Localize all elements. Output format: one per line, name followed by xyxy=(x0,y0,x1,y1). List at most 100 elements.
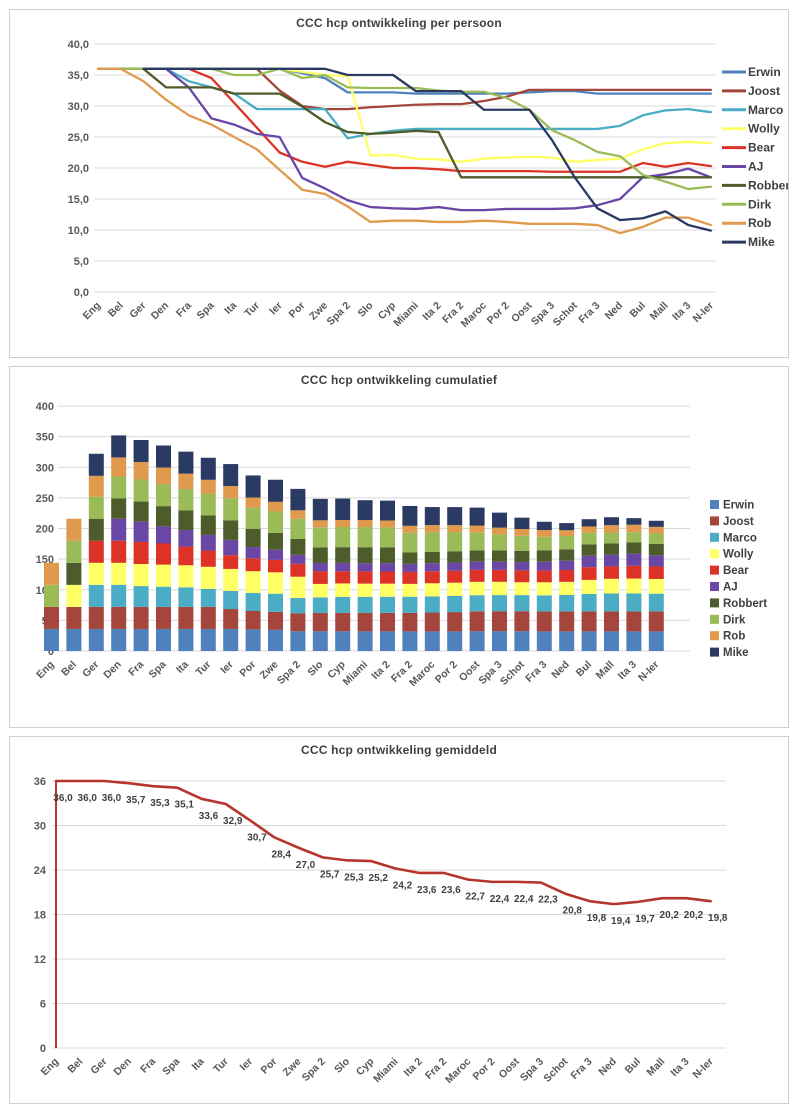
bar-segment-dirk xyxy=(268,511,283,533)
bar-segment-bear xyxy=(559,569,575,582)
bar-segment-dirk xyxy=(111,476,127,499)
y-tick-label: 250 xyxy=(36,493,54,505)
bar-segment-erwin xyxy=(111,628,127,651)
x-tick-label: Ned xyxy=(596,1056,619,1079)
bar-segment-joost xyxy=(402,612,418,632)
bar-segment-erwin xyxy=(581,631,597,651)
bar-segment-mike xyxy=(424,507,440,526)
y-tick-label: 350 xyxy=(36,432,54,444)
bar-segment-wolly xyxy=(559,581,575,596)
legend-label-mike: Mike xyxy=(723,647,749,659)
legend-swatch-rob xyxy=(710,631,719,641)
bar-segment-robbert xyxy=(469,550,485,562)
bar-segment-aj xyxy=(357,563,373,572)
x-tick-label: Fra xyxy=(138,1056,158,1076)
bar-segment-aj xyxy=(290,554,306,564)
bar-segment-dirk xyxy=(44,584,59,607)
bar-segment-rob xyxy=(447,525,463,533)
bar-segment-bear xyxy=(581,567,597,580)
bar-segment-robbert xyxy=(492,550,507,562)
bar-segment-robbert xyxy=(290,538,306,555)
bar-segment-mike xyxy=(559,523,575,531)
data-label: 36,0 xyxy=(102,793,122,804)
bar-segment-joost xyxy=(514,611,530,632)
bar-segment-joost xyxy=(492,611,507,632)
bar-segment-bear xyxy=(424,571,440,584)
legend-label-joost: Joost xyxy=(748,84,780,98)
bar-segment-dirk xyxy=(290,518,306,539)
bar-segment-marco xyxy=(200,588,216,607)
bar-segment-robbert xyxy=(357,547,373,564)
bar-segment-joost xyxy=(469,611,485,632)
bar-segment-dirk xyxy=(536,536,552,551)
legend-swatch-dirk xyxy=(710,614,719,624)
bar-segment-marco xyxy=(604,593,619,612)
bar-segment-marco xyxy=(648,593,664,612)
bar-segment-aj xyxy=(626,553,642,566)
cumulatief-plot-area: 400350300250200150100500EngBelGerDenFraS… xyxy=(34,401,767,689)
x-tick-label: Slo xyxy=(355,300,375,320)
y-tick-label: 20,0 xyxy=(68,163,89,175)
data-label: 22,7 xyxy=(466,892,486,903)
bar-segment-marco xyxy=(88,584,104,607)
bar-segment-dirk xyxy=(581,532,597,545)
bar-segment-rob xyxy=(111,457,127,477)
bar-segment-joost xyxy=(357,612,373,632)
data-label: 19,4 xyxy=(611,916,631,927)
bar-segment-aj xyxy=(312,562,328,572)
bar-segment-bear xyxy=(402,571,418,584)
x-tick-label: Spa xyxy=(195,300,217,322)
legend-label-joost: Joost xyxy=(723,516,754,528)
bar-segment-wolly xyxy=(648,578,664,594)
bar-segment-wolly xyxy=(536,582,552,596)
y-tick-label: 6 xyxy=(40,999,46,1011)
bar-segment-marco xyxy=(111,584,127,607)
bar-segment-erwin xyxy=(648,631,664,651)
x-tick-label: Spa 3 xyxy=(518,1056,546,1084)
data-label: 35,1 xyxy=(175,800,195,811)
bar-segment-bear xyxy=(133,541,149,565)
bar-segment-robbert xyxy=(223,520,239,540)
x-tick-label: Ger xyxy=(80,659,101,680)
bar-segment-mike xyxy=(88,453,104,476)
x-tick-label: Por xyxy=(237,659,258,680)
bar-segment-robbert xyxy=(402,552,418,564)
bar-segment-rob xyxy=(648,526,664,534)
x-tick-label: Spa 2 xyxy=(275,659,303,687)
chart-panel-per-persoon: CCC hcp ontwikkeling per persoon 40,0 35,… xyxy=(9,9,789,358)
bar-segment-robbert xyxy=(604,543,619,555)
bar-segment-robbert xyxy=(536,550,552,562)
bar-segment-marco xyxy=(290,598,306,614)
bar-segment-marco xyxy=(469,595,485,612)
bar-segment-marco xyxy=(626,593,642,612)
bar-segment-joost xyxy=(559,611,575,632)
x-tick-label: Ita 3 xyxy=(668,1056,691,1079)
data-label: 20,2 xyxy=(684,910,704,921)
x-tick-label: Bel xyxy=(106,300,126,320)
bar-segment-mike xyxy=(268,479,283,502)
bar-segment-joost xyxy=(424,612,440,632)
x-tick-label: Fra xyxy=(174,300,194,320)
bar-segment-dirk xyxy=(335,527,351,548)
bar-segment-erwin xyxy=(178,628,194,651)
data-label: 20,2 xyxy=(660,910,680,921)
bar-segment-bear xyxy=(447,570,463,583)
legend-label-marco: Marco xyxy=(748,103,783,117)
bar-segment-aj xyxy=(223,539,239,556)
bar-segment-joost xyxy=(200,606,216,629)
y-tick-label: 18 xyxy=(34,910,46,922)
bar-segment-rob xyxy=(492,527,507,535)
bar-segment-rob xyxy=(604,525,619,533)
bar-segment-bear xyxy=(111,540,127,563)
x-tick-label: Den xyxy=(101,659,124,682)
bar-segment-bear xyxy=(604,566,619,579)
legend-label-mike: Mike xyxy=(748,235,775,249)
bar-segment-mike xyxy=(604,517,619,526)
bar-segment-erwin xyxy=(514,631,530,651)
bar-segment-aj xyxy=(492,561,507,570)
legend-label-bear: Bear xyxy=(723,565,749,577)
bar-segment-rob xyxy=(424,525,440,533)
bar-segment-mike xyxy=(357,500,373,521)
data-label: 22,4 xyxy=(490,894,510,905)
bar-segment-aj xyxy=(604,554,619,567)
